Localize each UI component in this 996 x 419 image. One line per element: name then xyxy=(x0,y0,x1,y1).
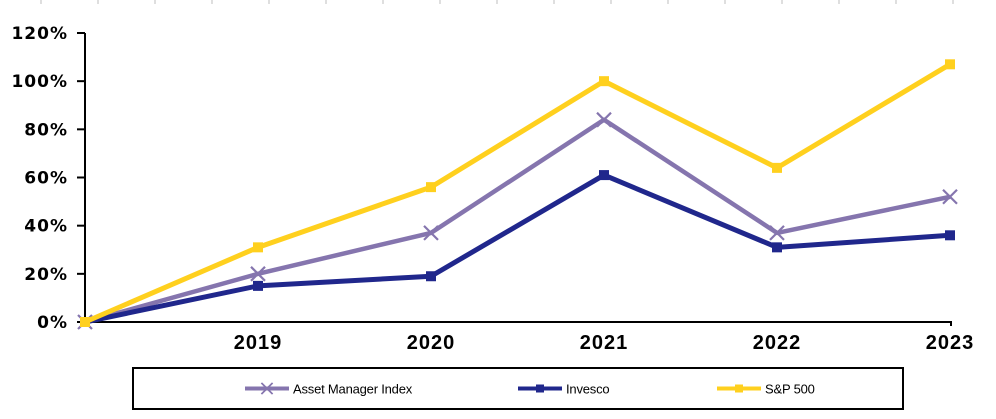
x-tick-label: 2019 xyxy=(234,332,283,354)
chart-legend: Asset Manager Index Invesco S&P 500 xyxy=(132,367,904,410)
square-marker-icon xyxy=(253,280,263,291)
square-marker-icon xyxy=(426,182,436,193)
legend-item-invesco: Invesco xyxy=(518,381,610,396)
square-marker-icon xyxy=(536,384,544,393)
x-marker-icon xyxy=(769,225,785,241)
legend-item-asset-manager-index: Asset Manager Index xyxy=(245,381,412,396)
series-invesco xyxy=(80,170,955,327)
axes xyxy=(84,33,952,326)
legend-label: Asset Manager Index xyxy=(293,381,413,396)
x-tick-label: 2022 xyxy=(753,332,802,354)
legend-label: Invesco xyxy=(566,381,610,396)
x-marker-icon xyxy=(245,382,289,395)
square-marker-icon xyxy=(599,170,609,181)
x-marker-icon xyxy=(596,111,612,128)
series-line xyxy=(84,62,952,325)
y-tick-label: 60% xyxy=(24,169,68,189)
y-tick-label: 120% xyxy=(11,24,68,44)
square-marker-icon xyxy=(772,242,782,253)
series-line xyxy=(84,117,951,325)
y-tick-label: 0% xyxy=(37,313,68,333)
y-tick-label: 40% xyxy=(24,217,68,237)
square-marker-icon xyxy=(717,384,761,393)
legend-item-sp-500: S&P 500 xyxy=(717,381,815,396)
square-marker-icon xyxy=(518,384,562,393)
square-marker-icon xyxy=(80,317,90,327)
square-marker-icon xyxy=(253,242,263,253)
legend-label: S&P 500 xyxy=(765,381,815,396)
square-marker-icon xyxy=(945,230,955,241)
x-tick-label: 2023 xyxy=(926,332,975,354)
series-line xyxy=(84,172,951,325)
square-marker-icon xyxy=(772,162,782,173)
square-marker-icon xyxy=(599,76,609,87)
x-marker-icon xyxy=(942,188,958,205)
x-marker-icon xyxy=(260,382,274,395)
x-marker-icon xyxy=(250,266,266,282)
series-s-p-500 xyxy=(80,59,955,327)
y-tick-label: 80% xyxy=(24,120,68,140)
square-marker-icon xyxy=(735,384,743,393)
y-tick-label: 20% xyxy=(24,265,68,285)
line-chart-canvas: 120% 100% 80% 60% 40% 20% 0% 2019 2020 2021 2022 20… xyxy=(11,24,975,354)
cropped-text-artifact-row xyxy=(0,0,996,4)
x-tick-label: 2020 xyxy=(407,332,456,354)
x-tick-label: 2021 xyxy=(580,332,629,354)
y-tick-label: 100% xyxy=(11,72,68,92)
x-marker-icon xyxy=(423,225,439,241)
square-marker-icon xyxy=(426,271,436,282)
square-marker-icon xyxy=(945,59,955,70)
